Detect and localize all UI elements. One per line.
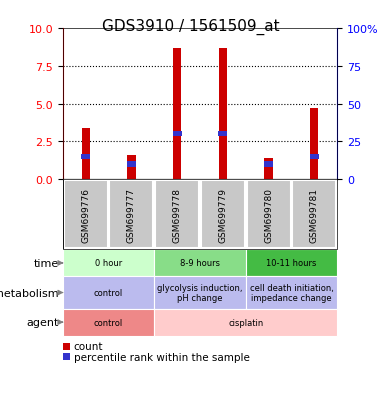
Text: percentile rank within the sample: percentile rank within the sample bbox=[74, 352, 250, 362]
Bar bbox=[63, 250, 154, 277]
Bar bbox=[63, 29, 337, 250]
Text: GDS3910 / 1561509_at: GDS3910 / 1561509_at bbox=[102, 19, 279, 35]
Bar bbox=[246, 277, 337, 309]
Bar bbox=[154, 309, 337, 336]
Bar bbox=[264, 162, 273, 167]
Text: GSM699780: GSM699780 bbox=[264, 188, 273, 242]
Bar bbox=[109, 181, 154, 249]
Text: count: count bbox=[74, 342, 103, 351]
Bar bbox=[63, 277, 154, 309]
Text: 8-9 hours: 8-9 hours bbox=[180, 259, 220, 268]
Text: GSM699776: GSM699776 bbox=[81, 188, 90, 242]
Bar bbox=[173, 132, 182, 137]
Bar bbox=[218, 132, 227, 137]
Bar bbox=[81, 154, 90, 160]
Text: cell death initiation,
impedance change: cell death initiation, impedance change bbox=[250, 283, 333, 302]
Text: control: control bbox=[94, 318, 123, 327]
Bar bbox=[292, 181, 336, 249]
Text: agent: agent bbox=[27, 317, 59, 328]
Text: control: control bbox=[94, 288, 123, 297]
Bar bbox=[173, 48, 181, 180]
Bar bbox=[310, 109, 319, 180]
Text: GSM699779: GSM699779 bbox=[218, 188, 227, 242]
Bar bbox=[264, 159, 273, 180]
Bar bbox=[155, 181, 199, 249]
Text: cisplatin: cisplatin bbox=[228, 318, 263, 327]
Bar bbox=[63, 353, 70, 361]
Text: GSM699781: GSM699781 bbox=[310, 188, 319, 242]
Bar bbox=[154, 277, 246, 309]
Bar bbox=[63, 343, 70, 350]
Bar bbox=[247, 181, 291, 249]
Text: GSM699778: GSM699778 bbox=[173, 188, 182, 242]
Bar bbox=[219, 48, 227, 180]
Text: glycolysis induction,
pH change: glycolysis induction, pH change bbox=[157, 283, 243, 302]
Bar bbox=[310, 154, 319, 160]
Bar bbox=[201, 181, 245, 249]
Text: time: time bbox=[34, 258, 59, 268]
Text: 0 hour: 0 hour bbox=[95, 259, 122, 268]
Bar bbox=[63, 309, 154, 336]
Bar bbox=[82, 128, 90, 180]
Bar bbox=[127, 162, 136, 167]
Text: metabolism: metabolism bbox=[0, 288, 59, 298]
Text: 10-11 hours: 10-11 hours bbox=[266, 259, 317, 268]
Text: GSM699777: GSM699777 bbox=[127, 188, 136, 242]
Bar bbox=[154, 250, 246, 277]
Bar bbox=[246, 250, 337, 277]
Bar bbox=[127, 156, 136, 180]
Bar bbox=[64, 181, 108, 249]
